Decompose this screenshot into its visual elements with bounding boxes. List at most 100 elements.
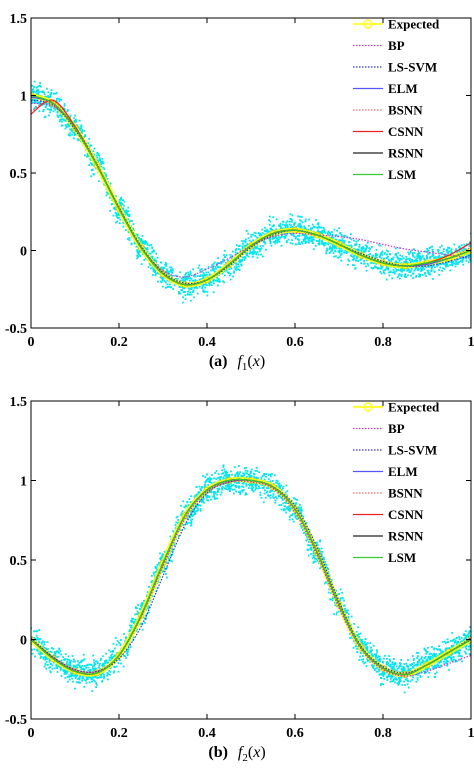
sample-point [195,486,198,488]
sample-point [76,666,79,669]
sample-point [300,509,303,512]
sample-point [186,278,189,281]
sample-point [182,524,185,526]
sample-point [136,250,139,253]
sample-point [54,108,57,111]
sample-point [428,252,431,255]
sample-point [198,264,201,267]
sample-point [106,177,109,180]
sample-point [147,611,150,614]
sample-point [459,649,462,651]
sample-point [84,134,86,136]
sample-point [362,247,365,249]
sample-point [269,227,272,230]
sample-point [383,657,385,660]
sample-point [148,606,151,609]
sample-point [213,268,216,271]
sample-point [57,97,59,100]
sample-point [49,111,51,114]
sample-point [273,237,275,240]
sample-point [76,124,78,126]
sample-point [263,478,266,481]
sample-point [271,472,273,475]
sample-point [259,491,262,494]
sample-point [39,650,42,653]
sample-point [258,232,260,235]
sample-point [208,282,210,285]
sample-point [216,491,219,494]
sample-point [153,258,155,261]
sample-point [429,255,432,258]
sample-point [184,278,187,281]
sample-point [265,248,267,251]
sample-point [92,654,95,657]
sample-point [229,482,232,485]
sample-point [202,290,205,293]
sample-point [51,667,54,670]
sample-point [425,254,428,257]
sample-point [168,285,170,288]
sample-point [188,498,191,500]
sample-point [274,496,277,498]
sample-point [119,639,122,641]
sample-point [458,249,461,252]
sample-point [229,490,231,492]
sample-point [388,658,391,661]
sample-point [136,233,139,236]
sample-point [367,264,370,267]
sample-point [52,654,55,656]
sample-point [120,662,122,665]
sample-point [267,478,270,480]
sample-point [230,470,232,473]
sample-point [253,475,255,478]
sample-point [157,580,160,583]
sample-point [458,638,461,641]
sample-point [35,89,38,92]
sample-point [343,604,345,607]
sample-point [155,590,157,593]
sample-point [222,260,225,263]
sample-point [161,554,164,557]
sample-point [75,681,78,684]
y-tick-label: -0.5 [5,322,27,337]
sample-point [315,558,318,561]
x-tick-label: 1 [468,335,474,350]
sample-point [273,241,275,243]
sample-point [61,124,64,127]
sample-point [381,672,384,675]
sample-point [123,200,126,203]
sample-point [286,220,289,223]
sample-point [275,485,278,487]
sample-point [304,236,306,238]
sample-point [175,274,177,277]
sample-point [39,657,42,659]
sample-point [187,273,190,276]
sample-point [453,651,456,654]
sample-point [60,118,63,121]
sample-point [390,668,393,671]
sample-point [350,238,353,241]
sample-point [198,485,201,488]
sample-point [458,261,460,263]
sample-point [321,557,324,560]
sample-point [317,559,319,562]
sample-point [309,548,311,551]
sample-point [425,651,428,654]
sample-point [77,663,80,666]
sample-point [257,477,259,479]
sample-point [251,487,254,490]
sample-point [447,246,449,249]
sample-point [311,240,314,243]
sample-point [37,652,40,655]
sample-point [132,223,135,225]
sample-point [386,679,389,681]
sample-point [260,496,263,499]
sample-point [221,272,224,275]
sample-point [188,293,191,296]
sample-point [407,274,409,277]
sample-point [460,260,462,262]
sample-point [465,647,468,650]
sample-point [289,232,291,234]
sample-point [279,222,282,225]
